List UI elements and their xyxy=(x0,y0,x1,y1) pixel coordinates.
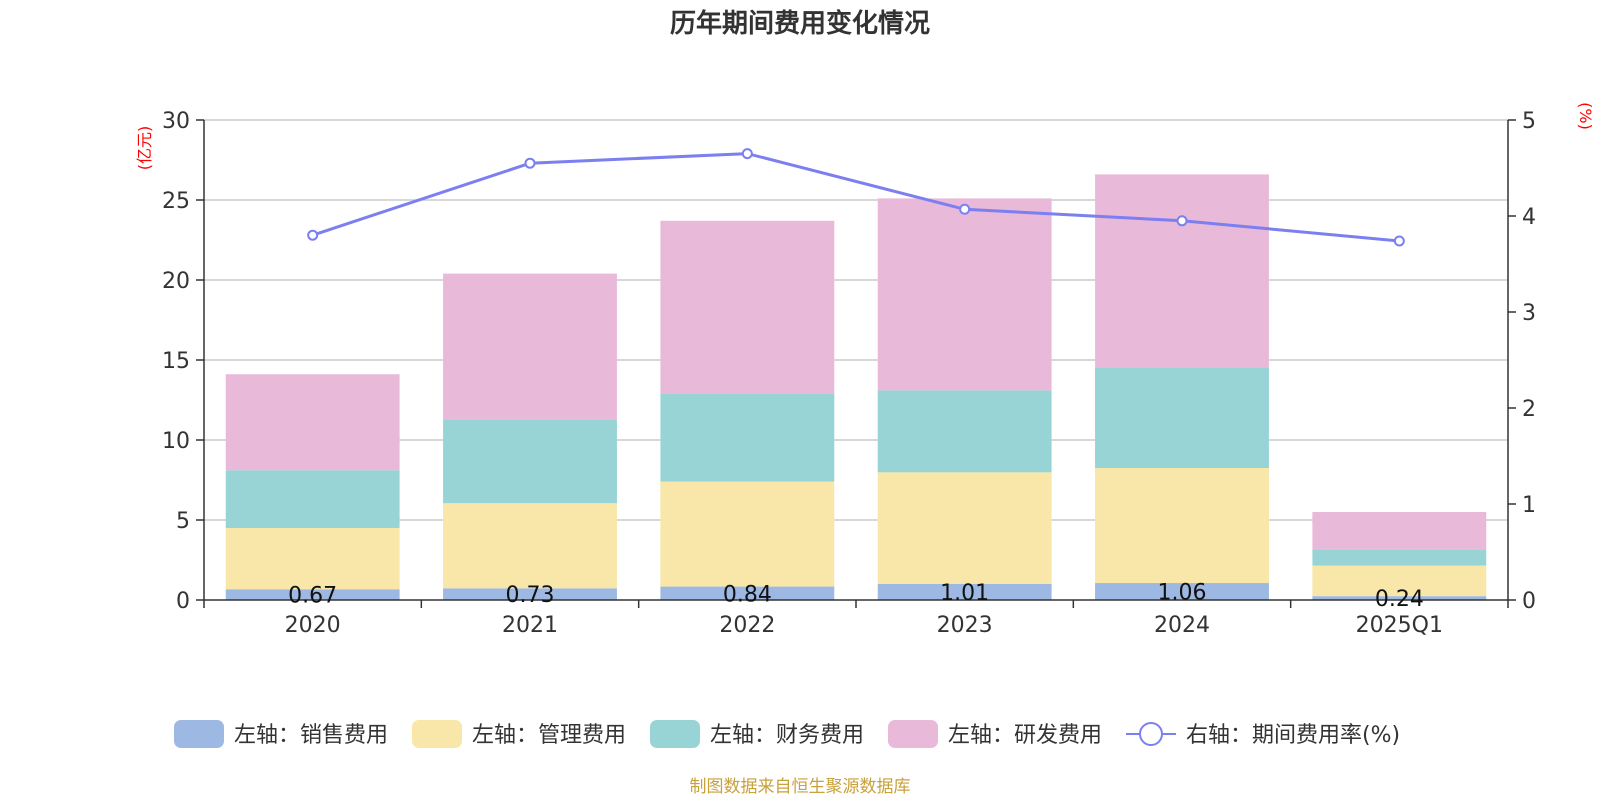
data-label-2025Q1: 0.24 xyxy=(1375,587,1424,612)
legend-label-1: 左轴：管理费用 xyxy=(472,723,626,748)
bar-2024-series-0 xyxy=(1095,583,1269,600)
bar-2025Q1-series-3 xyxy=(1312,512,1487,550)
bar-2021-series-2 xyxy=(443,419,617,504)
bar-2025Q1-series-1 xyxy=(1312,565,1487,597)
data-label-2022: 0.84 xyxy=(723,582,772,607)
x-tick-label-2024: 2024 xyxy=(1154,613,1210,638)
right-tick-label-4: 4 xyxy=(1522,205,1536,230)
left-tick-label-5: 5 xyxy=(176,509,190,534)
legend-item-2[interactable]: 左轴：财务费用 xyxy=(650,720,864,748)
legend-swatch-3 xyxy=(888,720,938,748)
left-tick-label-30: 30 xyxy=(162,109,190,134)
bar-2021-series-0 xyxy=(443,588,617,600)
bar-2020-series-1 xyxy=(225,528,400,590)
bar-2023-series-2 xyxy=(877,390,1052,473)
line-point-2020 xyxy=(307,229,319,241)
legend-item-0[interactable]: 左轴：销售费用 xyxy=(174,720,388,748)
data-labels: 0.67 0.73 0.84 1.01 1.06 0.24 xyxy=(288,581,1424,613)
legend-swatch-2 xyxy=(650,720,700,748)
x-tick-label-2025Q1: 2025Q1 xyxy=(1356,613,1443,638)
right-tick-label-1: 1 xyxy=(1522,493,1536,518)
bar-2023-series-0 xyxy=(877,583,1052,600)
bar-2021-series-1 xyxy=(443,503,617,589)
bar-2020-series-3 xyxy=(225,374,400,471)
bar-2025Q1-series-0 xyxy=(1312,596,1487,600)
bar-2022-series-2 xyxy=(660,393,835,482)
right-axis-unit-label: (%) xyxy=(1576,102,1595,130)
line-point-2021 xyxy=(524,157,536,169)
line-point-2023 xyxy=(959,203,971,215)
x-tick-label-2020: 2020 xyxy=(285,613,341,638)
right-tick-label-3: 3 xyxy=(1522,301,1536,326)
bar-2024-series-3 xyxy=(1095,174,1269,368)
legend-item-4[interactable]: 右轴：期间费用率(%) xyxy=(1126,722,1400,748)
source-note: 制图数据来自恒生聚源数据库 xyxy=(690,777,911,797)
right-tick-label-2: 2 xyxy=(1522,397,1536,422)
line-series-path xyxy=(312,152,1400,243)
legend-item-1[interactable]: 左轴：管理费用 xyxy=(412,720,626,748)
x-tick-label-2021: 2021 xyxy=(502,613,558,638)
legend-swatch-1 xyxy=(412,720,462,748)
data-label-2024: 1.06 xyxy=(1158,581,1207,606)
left-tick-label-25: 25 xyxy=(162,189,190,214)
legend-label-3: 左轴：研发费用 xyxy=(948,723,1102,748)
legend-label-2: 左轴：财务费用 xyxy=(710,723,864,748)
bar-2020-series-0 xyxy=(225,589,400,600)
left-tick-label-15: 15 xyxy=(162,349,190,374)
bar-2023-series-1 xyxy=(877,472,1052,584)
bar-2022-series-3 xyxy=(660,220,835,394)
axes: 0 5 10 15 20 25 30 0 1 2 3 4 5 2020 2021 2022 2023 2024 20… xyxy=(162,109,1536,638)
right-tick-label-5: 5 xyxy=(1522,109,1536,134)
legend-swatch-0 xyxy=(174,720,224,748)
x-tick-label-2023: 2023 xyxy=(937,613,993,638)
bar-2022-series-1 xyxy=(660,481,835,587)
line-series xyxy=(307,148,1405,247)
bar-2022-series-0 xyxy=(660,586,835,600)
data-label-2020: 0.67 xyxy=(288,584,337,609)
data-label-2021: 0.73 xyxy=(506,583,555,608)
line-point-2025Q1 xyxy=(1393,235,1405,247)
legend-circle-icon xyxy=(1139,722,1163,746)
line-point-2024 xyxy=(1176,215,1188,227)
right-tick-label-0: 0 xyxy=(1522,589,1536,614)
bar-2025Q1-series-2 xyxy=(1312,549,1487,566)
line-point-2022 xyxy=(741,148,753,160)
left-tick-label-20: 20 xyxy=(162,269,190,294)
bar-2024-series-2 xyxy=(1095,368,1269,468)
bar-2023-series-3 xyxy=(877,198,1052,391)
bar-2024-series-1 xyxy=(1095,468,1269,584)
bar-2020-series-2 xyxy=(225,470,400,528)
legend-item-3[interactable]: 左轴：研发费用 xyxy=(888,720,1102,748)
left-tick-label-10: 10 xyxy=(162,429,190,454)
bar-2021-series-3 xyxy=(443,273,617,420)
x-tick-label-2022: 2022 xyxy=(719,613,775,638)
chart-title: 历年期间费用变化情况 xyxy=(670,8,930,39)
left-tick-label-0: 0 xyxy=(176,589,190,614)
legend-label-0: 左轴：销售费用 xyxy=(234,723,388,748)
legend[interactable]: 左轴：销售费用 左轴：管理费用 左轴：财务费用 左轴：研发费用 右轴：期间费用率(%) xyxy=(174,720,1400,748)
legend-label-4: 右轴：期间费用率(%) xyxy=(1186,723,1400,748)
bar-series xyxy=(225,174,1487,600)
data-label-2023: 1.01 xyxy=(940,581,989,606)
left-axis-unit-label: (亿元) xyxy=(135,126,154,171)
